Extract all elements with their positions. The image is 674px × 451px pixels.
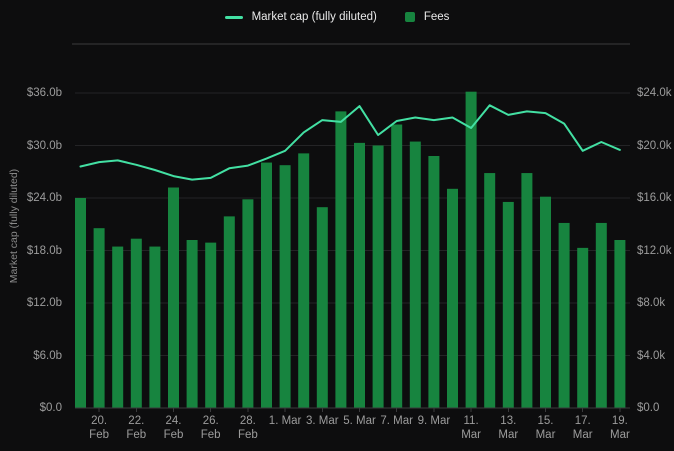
x-axis-tick-label: 22. Feb	[126, 415, 147, 441]
fees-bar[interactable]	[130, 238, 142, 408]
fees-bar[interactable]	[168, 187, 179, 409]
market-cap-line[interactable]	[79, 104, 621, 181]
fees-bar[interactable]	[242, 199, 254, 408]
right-axis-tick-label: $20.0k	[637, 139, 672, 152]
x-axis-tick-label: 28. Feb	[237, 415, 258, 441]
right-axis-tick-label: $12.0k	[637, 244, 672, 257]
right-axis-tick-label: $4.0k	[637, 349, 666, 362]
x-axis-tick-label: 13. Mar	[498, 415, 519, 441]
fees-bar[interactable]	[428, 156, 440, 408]
bar-series-swatch-icon	[404, 12, 415, 22]
fees-bar[interactable]	[409, 141, 421, 408]
fees-bar[interactable]	[558, 222, 570, 408]
legend-fees-label: Fees	[423, 11, 450, 23]
right-axis-tick-label: $8.0k	[637, 297, 666, 309]
fees-bar[interactable]	[502, 201, 514, 408]
fees-bar[interactable]	[521, 173, 533, 408]
x-axis-tick-label: 15. Mar	[535, 415, 556, 441]
fees-bar[interactable]	[205, 242, 217, 408]
x-axis-tick-label: 5. Mar	[343, 415, 376, 427]
legend-item-fees[interactable]: Fees	[404, 11, 450, 23]
fees-bar[interactable]	[614, 240, 626, 408]
fees-bar[interactable]	[223, 216, 235, 408]
fees-bar[interactable]	[298, 153, 310, 408]
left-axis-tick-label: $36.0b	[26, 87, 62, 99]
right-axis-tick-label: $16.0k	[637, 192, 672, 204]
fees-bar[interactable]	[316, 207, 328, 408]
fees-bar[interactable]	[447, 188, 458, 408]
x-axis-tick-label: 11. Mar	[461, 415, 481, 441]
legend-item-market-cap[interactable]: Market cap (fully diluted)	[224, 11, 377, 23]
fees-bar[interactable]	[354, 142, 365, 408]
x-axis-tick-label: 1. Mar	[268, 415, 302, 427]
fees-bar[interactable]	[372, 145, 384, 409]
fees-bar[interactable]	[112, 246, 124, 408]
left-axis-tick-label: $24.0b	[26, 192, 62, 204]
legend-market-cap-label: Market cap (fully diluted)	[251, 11, 377, 23]
right-axis-tick-label: $24.0k	[637, 87, 672, 99]
fees-bar[interactable]	[279, 165, 291, 408]
fees-bar[interactable]	[93, 228, 105, 408]
fees-bar[interactable]	[261, 162, 272, 408]
left-axis-tick-label: $0.0	[39, 402, 62, 414]
left-axis-tick-label: $6.0b	[33, 349, 62, 362]
right-axis-tick-label: $0.0	[637, 402, 660, 414]
fees-bar[interactable]	[335, 111, 347, 408]
fees-bar[interactable]	[595, 222, 607, 408]
fees-bar[interactable]	[186, 240, 198, 408]
fees-bar[interactable]	[75, 198, 86, 408]
fees-bar[interactable]	[465, 91, 477, 408]
fees-bar[interactable]	[391, 124, 403, 409]
x-axis-tick-label: 24. Feb	[163, 415, 184, 441]
x-axis-tick-label: 9. Mar	[417, 415, 451, 427]
line-series-swatch-icon	[224, 15, 243, 19]
fees-bar[interactable]	[540, 196, 551, 408]
x-axis-tick-label: 17. Mar	[572, 415, 593, 441]
x-axis-tick-label: 26. Feb	[200, 415, 221, 441]
left-axis-tick-label: $12.0b	[26, 297, 62, 309]
x-axis-tick-label: 20. Feb	[89, 415, 109, 441]
x-axis-tick-label: 3. Mar	[306, 415, 339, 427]
left-axis-tick-label: $18.0b	[26, 244, 62, 257]
x-axis-tick-label: 19. Mar	[609, 415, 630, 441]
fees-bar[interactable]	[484, 173, 496, 408]
fees-bar[interactable]	[577, 247, 589, 408]
x-axis-tick-label: 7. Mar	[380, 415, 413, 427]
left-axis-tick-label: $30.0b	[26, 139, 62, 152]
fees-bar[interactable]	[149, 246, 161, 408]
chart-legend: Market cap (fully diluted) Fees	[0, 11, 674, 23]
